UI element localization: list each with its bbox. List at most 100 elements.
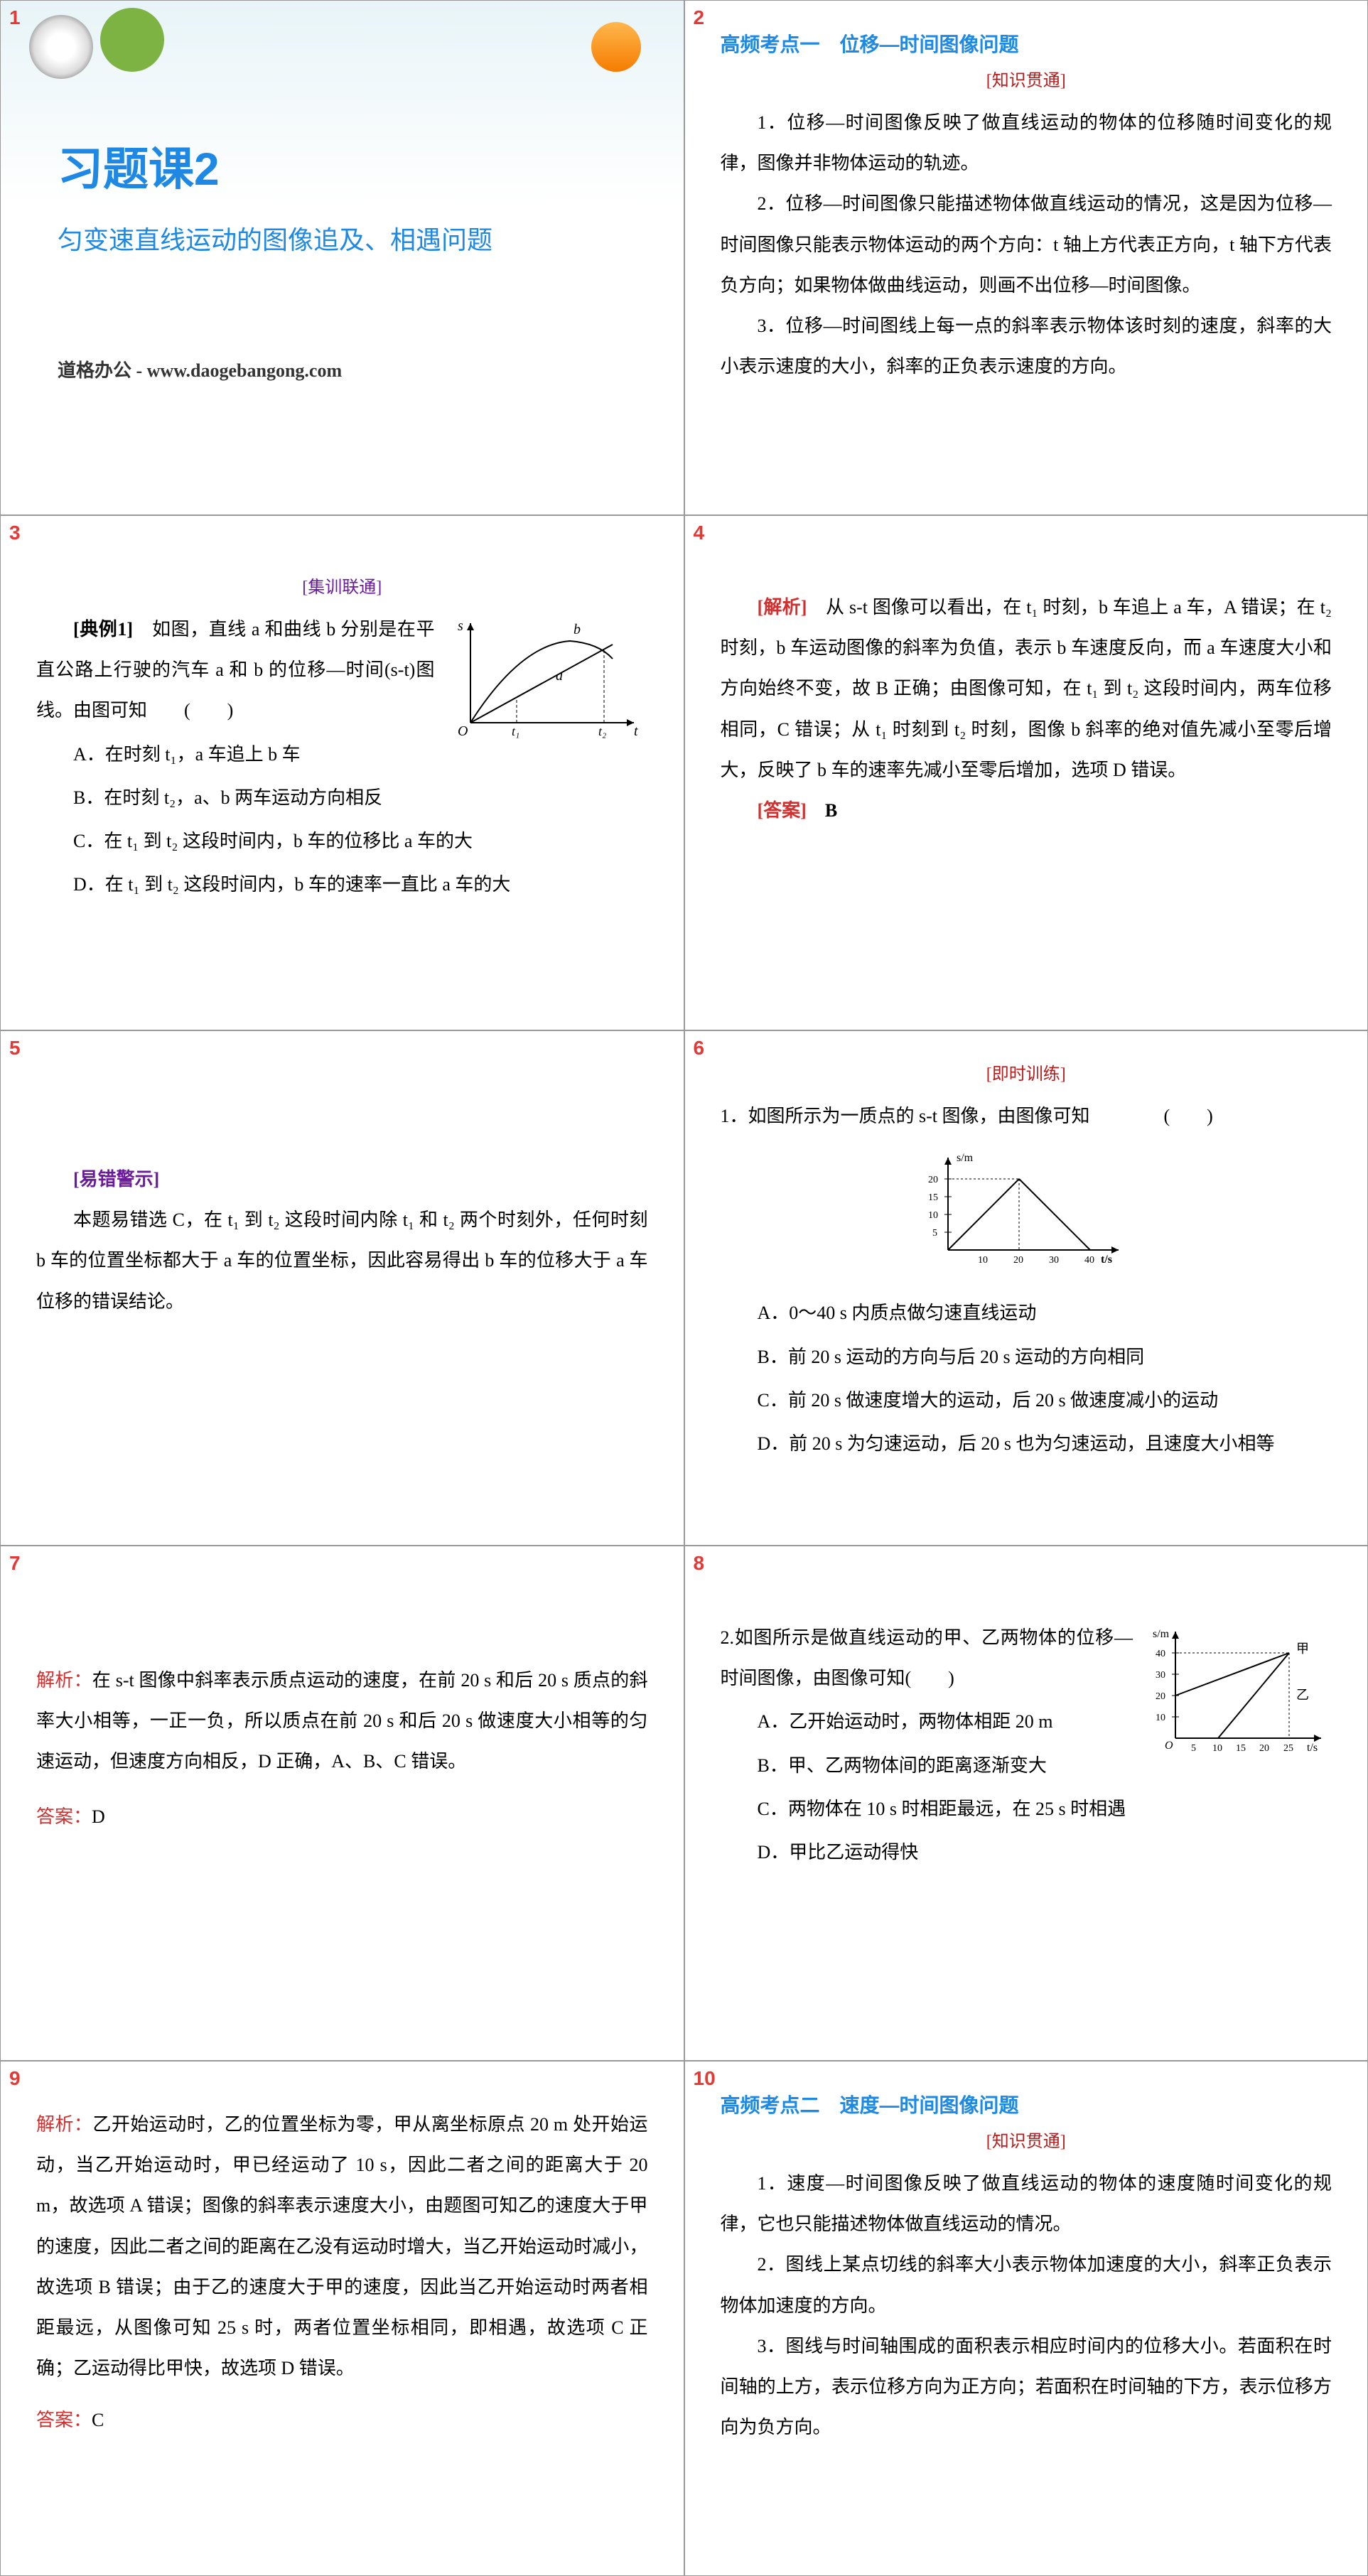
option-b: B．前 20 s 运动的方向与后 20 s 运动的方向相同: [721, 1337, 1332, 1377]
analysis-text: 从 s-t 图像可以看出，在 t₁ 时刻，b 车追上 a 车，A 错误；在 t₂…: [721, 597, 1332, 780]
example-label: [典例1]: [73, 619, 133, 640]
slide-number: 10: [694, 2067, 716, 2090]
st-jiayi-chart: s/m t/s O 10 20 30 40 5 10 15 20 25 甲 乙: [1147, 1617, 1332, 1774]
analysis-label: 解析：: [36, 1670, 92, 1691]
title-decorations: [1, 1, 684, 86]
source-text: 道格办公 - www.daogebangong.com: [58, 356, 648, 382]
section-label: [知识贯通]: [721, 66, 1332, 91]
answer-label: 答案：: [36, 1806, 92, 1827]
analysis-label: 解析：: [36, 2114, 92, 2135]
st-graph-ab: s t O a b t₁ t₂: [449, 609, 648, 758]
svg-text:10: 10: [1212, 1743, 1222, 1754]
content-body: s/m t/s O 10 20 30 40 5 10 15 20 25 甲 乙 …: [721, 1617, 1332, 1875]
option-a: A．0～40 s 内质点做匀速直线运动: [721, 1293, 1332, 1333]
slide-number: 7: [9, 1552, 21, 1575]
answer-value: D: [92, 1806, 105, 1827]
svg-text:20: 20: [1259, 1743, 1269, 1754]
svg-text:s/m: s/m: [957, 1152, 974, 1164]
option-d: D．在 t₁ 到 t₂ 这段时间内，b 车的速率一直比 a 车的大: [36, 864, 648, 905]
decoration-circle-2: [100, 8, 164, 72]
option-b: B．在时刻 t₂，a、b 两车运动方向相反: [36, 777, 648, 818]
svg-text:s: s: [458, 618, 463, 634]
svg-text:15: 15: [1236, 1743, 1246, 1754]
svg-text:30: 30: [1156, 1670, 1165, 1681]
slide-5: 5 [易错警示] 本题易错选 C，在 t₁ 到 t₂ 这段时间内除 t₁ 和 t…: [0, 1030, 684, 1546]
content-body: [解析] 从 s-t 图像可以看出，在 t₁ 时刻，b 车追上 a 车，A 错误…: [721, 587, 1332, 831]
section-label: [集训联通]: [36, 573, 648, 598]
answer-line: 答案：C: [36, 2400, 648, 2440]
slide-6: 6 [即时训练] 1．如图所示为一质点的 s-t 图像，由图像可知 ( ) s/…: [684, 1030, 1368, 1546]
question-stem: 1．如图所示为一质点的 s-t 图像，由图像可知 ( ): [721, 1096, 1332, 1136]
answer-value: C: [92, 2410, 104, 2430]
content-body: [易错警示] 本题易错选 C，在 t₁ 到 t₂ 这段时间内除 t₁ 和 t₂ …: [36, 1159, 648, 1322]
svg-text:20: 20: [1156, 1691, 1165, 1702]
decoration-circle-1: [29, 15, 93, 79]
svg-text:a: a: [556, 668, 563, 684]
svg-text:10: 10: [978, 1255, 988, 1266]
option-c: C．前 20 s 做速度增大的运动，后 20 s 做速度减小的运动: [721, 1380, 1332, 1421]
slide-8: 8 s/m t/s O 10 20 30 40 5 10 15 20 25: [684, 1546, 1368, 2061]
slide-number: 8: [694, 1552, 705, 1575]
svg-text:30: 30: [1049, 1255, 1059, 1266]
content-body: s t O a b t₁ t₂ [典例1] 如图，直线 a 和曲线 b 分别是在…: [36, 609, 648, 907]
paragraph-2: 2．图线上某点切线的斜率大小表示物体加速度的大小，斜率正负表示物体加速度的方向。: [721, 2244, 1332, 2325]
svg-text:乙: 乙: [1296, 1688, 1309, 1702]
svg-text:t/s: t/s: [1101, 1254, 1112, 1266]
section-label: [知识贯通]: [721, 2127, 1332, 2152]
svg-text:40: 40: [1084, 1255, 1094, 1266]
svg-text:25: 25: [1283, 1743, 1293, 1754]
svg-text:甲: 甲: [1296, 1642, 1309, 1656]
svg-text:t/s: t/s: [1307, 1742, 1318, 1754]
option-c: C．在 t₁ 到 t₂ 这段时间内，b 车的位移比 a 车的大: [36, 821, 648, 861]
slide-1: 1 习题课2 匀变速直线运动的图像追及、相遇问题 道格办公 - www.daog…: [0, 0, 684, 515]
svg-text:O: O: [458, 723, 468, 739]
slide-number: 4: [694, 522, 705, 544]
heading: 高频考点一 位移—时间图像问题: [721, 29, 1332, 58]
content-body: 解析：乙开始运动时，乙的位置坐标为零，甲从离坐标原点 20 m 处开始运动，当乙…: [36, 2104, 648, 2441]
svg-text:5: 5: [1191, 1743, 1196, 1754]
svg-text:10: 10: [1156, 1713, 1165, 1723]
analysis-text: 乙开始运动时，乙的位置坐标为零，甲从离坐标原点 20 m 处开始运动，当乙开始运…: [36, 2114, 648, 2378]
analysis-text: 在 s-t 图像中斜率表示质点运动的速度，在前 20 s 和后 20 s 质点的…: [36, 1670, 648, 1772]
option-c: C．两物体在 10 s 时相距最远，在 25 s 时相遇: [721, 1789, 1332, 1829]
svg-text:20: 20: [1013, 1255, 1023, 1266]
slide-number: 6: [694, 1037, 705, 1060]
option-d: D．前 20 s 为匀速运动，后 20 s 也为匀速运动，且速度大小相等: [721, 1423, 1332, 1464]
slide-9: 9 解析：乙开始运动时，乙的位置坐标为零，甲从离坐标原点 20 m 处开始运动，…: [0, 2061, 684, 2576]
svg-text:b: b: [573, 622, 581, 637]
main-title: 习题课2: [58, 133, 648, 198]
svg-text:t₂: t₂: [598, 724, 606, 738]
paragraph-1: 1．位移—时间图像反映了做直线运动的物体的位移随时间变化的规律，图像并非物体运动…: [721, 102, 1332, 183]
svg-text:t₁: t₁: [512, 724, 519, 738]
section-label: [即时训练]: [721, 1060, 1332, 1084]
svg-text:O: O: [1165, 1740, 1173, 1752]
content-body: 1．速度—时间图像反映了做直线运动的物体的速度随时间变化的规律，它也只能描述物体…: [721, 2163, 1332, 2447]
slide-number: 5: [9, 1037, 21, 1060]
slide-3: 3 [集训联通] s t O a b t₁ t₂ [典例1] 如图，直线 a: [0, 515, 684, 1030]
decoration-circle-3: [591, 22, 641, 72]
answer-line: 答案：D: [36, 1796, 648, 1837]
content-body: 解析：在 s-t 图像中斜率表示质点运动的速度，在前 20 s 和后 20 s …: [36, 1660, 648, 1837]
analysis: [解析] 从 s-t 图像可以看出，在 t₁ 时刻，b 车追上 a 车，A 错误…: [721, 587, 1332, 790]
answer-label: 答案：: [36, 2410, 92, 2430]
st-triangle-chart: s/m t/s 5 10 15 20 10 20 30 40: [721, 1143, 1332, 1286]
slide-7: 7 解析：在 s-t 图像中斜率表示质点运动的速度，在前 20 s 和后 20 …: [0, 1546, 684, 2061]
svg-text:s/m: s/m: [1153, 1628, 1170, 1640]
svg-text:10: 10: [928, 1210, 938, 1221]
warning-text: 本题易错选 C，在 t₁ 到 t₂ 这段时间内除 t₁ 和 t₂ 两个时刻外，任…: [36, 1200, 648, 1322]
analysis-label: [解析]: [758, 597, 807, 618]
slides-grid: 1 习题课2 匀变速直线运动的图像追及、相遇问题 道格办公 - www.daog…: [0, 0, 1368, 2576]
content-body: 1．位移—时间图像反映了做直线运动的物体的位移随时间变化的规律，图像并非物体运动…: [721, 102, 1332, 387]
svg-text:5: 5: [932, 1228, 937, 1239]
slide-number: 2: [694, 6, 705, 29]
answer-label: [答案]: [758, 800, 807, 821]
svg-text:40: 40: [1156, 1649, 1165, 1659]
slide-4: 4 [解析] 从 s-t 图像可以看出，在 t₁ 时刻，b 车追上 a 车，A …: [684, 515, 1368, 1030]
slide-10: 10 高频考点二 速度—时间图像问题 [知识贯通] 1．速度—时间图像反映了做直…: [684, 2061, 1368, 2576]
analysis: 解析：在 s-t 图像中斜率表示质点运动的速度，在前 20 s 和后 20 s …: [36, 1660, 648, 1782]
subtitle: 匀变速直线运动的图像追及、相遇问题: [58, 220, 648, 257]
paragraph-3: 3．位移—时间图线上每一点的斜率表示物体该时刻的速度，斜率的大小表示速度的大小，…: [721, 306, 1332, 387]
paragraph-2: 2．位移—时间图像只能描述物体做直线运动的情况，这是因为位移—时间图像只能表示物…: [721, 183, 1332, 306]
svg-text:20: 20: [928, 1175, 938, 1185]
slide-number: 9: [9, 2067, 21, 2090]
